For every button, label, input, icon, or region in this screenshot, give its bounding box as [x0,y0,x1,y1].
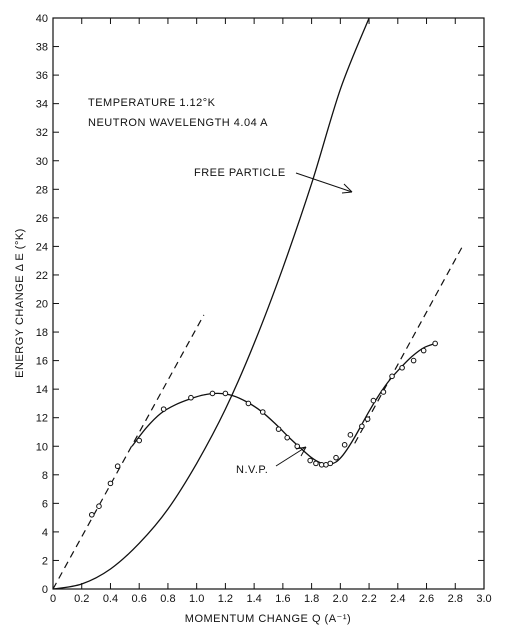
x-tick-label: 1.6 [275,593,290,605]
data-point [114,463,121,470]
data-point [364,416,371,422]
x-tick-label: 2.6 [419,593,434,605]
free-particle-curve [52,17,370,590]
data-point [420,347,427,354]
annotation-nvp: N.V.P. [236,464,268,476]
y-tick-label: 0 [42,584,48,596]
x-tick-label: 1.4 [246,593,261,605]
y-tick-label: 26 [36,213,48,225]
data-point [222,390,229,397]
annotation-free-particle: FREE PARTICLE [194,167,286,179]
y-tick-label: 28 [36,184,48,196]
points-layer [88,340,438,518]
annotation-wavelength: NEUTRON WAVELENGTH 4.04 A [88,117,268,129]
y-tick-label: 30 [36,156,48,168]
data-point [410,357,417,364]
y-tick-label: 6 [42,498,48,510]
x-tick-label: 2.4 [390,593,405,605]
nvp-arrowhead [295,446,307,457]
y-tick-label: 32 [36,127,48,139]
y-tick-label: 22 [36,270,48,282]
y-tick-label: 38 [36,42,48,54]
data-point [294,443,301,450]
y-tick-label: 24 [36,241,48,253]
x-tick-label: 1.2 [218,593,233,605]
data-point [188,394,194,401]
data-point [245,400,252,407]
x-tick-label: 0.8 [160,593,175,605]
y-tick-label: 40 [36,13,48,25]
data-point [333,454,339,461]
dashed-asymptote-line [52,314,205,590]
x-tick-label: 2.2 [361,593,376,605]
y-tick-label: 12 [36,413,48,425]
y-tick-label: 16 [36,356,48,368]
data-point [327,460,334,467]
data-point [347,432,354,438]
y-tick-label: 10 [36,441,48,453]
x-tick-label: 0.4 [103,593,118,605]
y-tick-label: 14 [36,384,48,396]
data-point [359,423,365,430]
x-tick-label: 0 [50,593,56,605]
x-tick-label: 2.0 [333,593,348,605]
data-point [313,460,319,467]
free-particle-arrowhead [341,183,353,194]
x-axis-title: MOMENTUM CHANGE Q (A⁻¹) [185,613,351,625]
data-point [380,389,387,395]
data-point [136,437,142,444]
data-point [259,409,266,415]
annotation-temperature: TEMPERATURE 1.12°K [88,97,216,109]
plot-frame [52,17,485,590]
y-tick-label: 20 [36,299,48,311]
y-tick-label: 4 [42,527,48,539]
nvp-fit-curve [131,342,436,465]
y-tick-label: 2 [42,555,48,567]
y-tick-label: 36 [36,70,48,82]
data-point [88,511,95,518]
y-axis-title: ENERGY CHANGE Δ E (°K) [14,228,26,378]
data-point [284,434,290,441]
x-tick-label: 0.6 [132,593,147,605]
y-tick-label: 8 [42,470,48,482]
data-point [96,503,102,510]
data-point [389,373,395,380]
y-tick-label: 18 [36,327,48,339]
data-point [399,364,405,371]
data-point [307,457,313,464]
data-point [275,426,282,432]
data-point [432,340,438,347]
free-particle-arrow [295,172,353,193]
data-point [370,397,377,404]
nvp-arrow [275,446,307,467]
dashed-asymptote-line [354,246,463,444]
x-tick-label: 1.0 [189,593,204,605]
data-point [107,480,114,487]
x-tick-label: 1.8 [304,593,319,605]
y-tick-label: 34 [36,99,48,111]
x-tick-label: 0.2 [74,593,89,605]
ticks-layer: 0 0.2 0.4 0.6 0.8 1.0 1.2 1.4 1.6 1.8 2.0 2.2 2.4 2.6… [36,13,492,605]
data-point [209,390,216,397]
data-point [341,442,348,448]
x-tick-label: 2.8 [448,593,463,605]
x-tick-label: 3.0 [476,593,491,605]
data-point [160,406,167,412]
